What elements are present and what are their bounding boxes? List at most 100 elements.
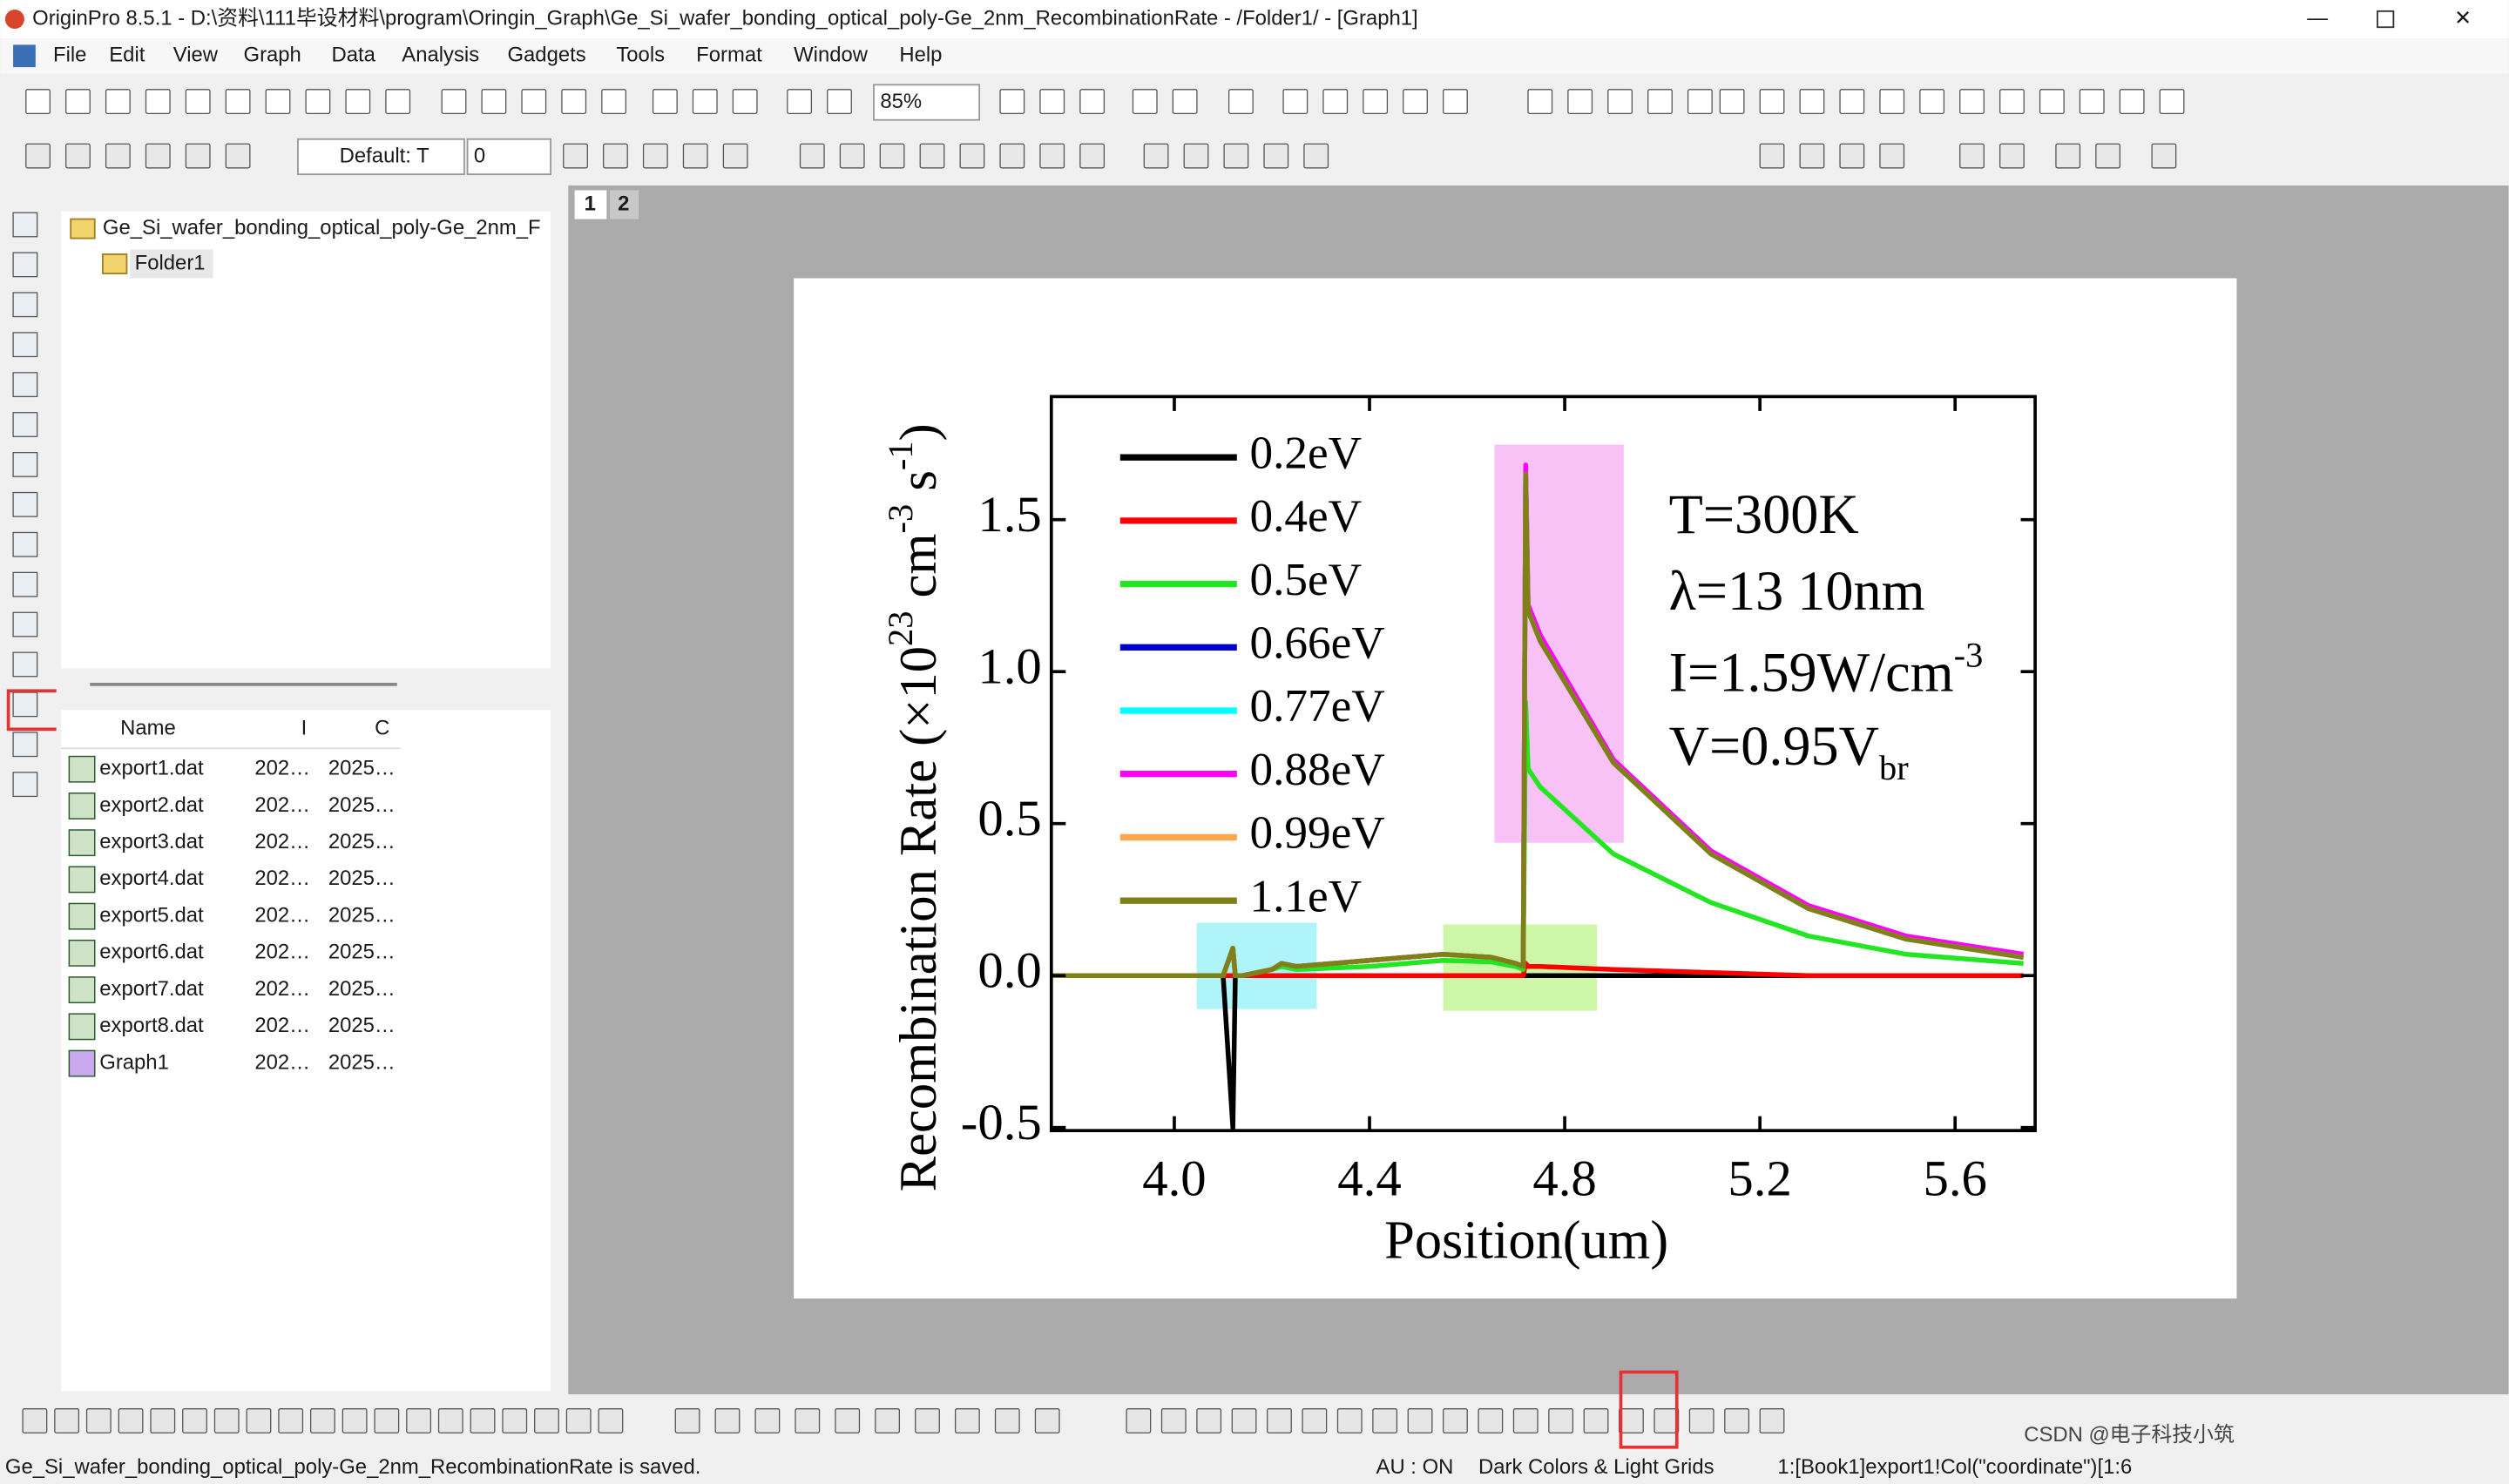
tool-icon[interactable]	[1478, 1408, 1504, 1433]
tool-icon[interactable]	[521, 89, 547, 115]
tool-icon[interactable]	[919, 143, 945, 169]
tool-icon[interactable]	[12, 372, 38, 398]
file-cell[interactable]: export3.dat	[99, 830, 204, 853]
tool-icon[interactable]	[12, 212, 38, 238]
file-cell[interactable]: export2.dat	[99, 793, 204, 817]
tool-icon[interactable]	[1336, 1408, 1363, 1433]
tool-icon[interactable]	[714, 1408, 741, 1433]
tool-icon[interactable]	[12, 452, 38, 477]
column-header[interactable]: Name	[120, 717, 176, 740]
tool-icon[interactable]	[22, 1408, 48, 1433]
tool-icon[interactable]	[1512, 1408, 1539, 1433]
font-size-box[interactable]	[466, 138, 551, 176]
menu-item[interactable]: Format	[696, 44, 762, 67]
tool-icon[interactable]	[1160, 1408, 1187, 1433]
tool-icon[interactable]	[25, 89, 51, 115]
tool-icon[interactable]	[145, 143, 171, 169]
tool-icon[interactable]	[1263, 143, 1289, 169]
tool-icon[interactable]	[150, 1408, 176, 1433]
tool-icon[interactable]	[85, 1408, 112, 1433]
tool-icon[interactable]	[12, 691, 38, 718]
tool-icon[interactable]	[1407, 1408, 1433, 1433]
tool-icon[interactable]	[2151, 143, 2177, 169]
tool-icon[interactable]	[722, 143, 748, 169]
tool-icon[interactable]	[65, 143, 91, 169]
column-header[interactable]: C	[375, 717, 389, 740]
tool-icon[interactable]	[879, 143, 905, 169]
tool-icon[interactable]	[374, 1408, 400, 1433]
tool-icon[interactable]	[1172, 89, 1198, 115]
tool-icon[interactable]	[305, 89, 331, 115]
tab[interactable]	[574, 190, 607, 219]
tool-icon[interactable]	[1079, 89, 1106, 115]
tool-icon[interactable]	[481, 89, 507, 115]
tool-icon[interactable]	[561, 89, 587, 115]
tool-icon[interactable]	[2079, 89, 2105, 115]
tool-icon[interactable]	[1126, 1408, 1152, 1433]
tool-icon[interactable]	[12, 491, 38, 517]
close-button[interactable]: ✕	[2454, 6, 2472, 30]
tool-icon[interactable]	[954, 1408, 980, 1433]
tool-icon[interactable]	[1654, 1408, 1680, 1433]
tool-icon[interactable]	[1079, 143, 1106, 169]
minimize-button[interactable]: —	[2307, 6, 2328, 30]
tool-icon[interactable]	[1619, 1408, 1644, 1433]
tool-icon[interactable]	[1227, 89, 1254, 115]
tool-icon[interactable]	[1607, 89, 1633, 115]
tool-icon[interactable]	[1687, 89, 1713, 115]
tool-icon[interactable]	[65, 89, 91, 115]
tool-icon[interactable]	[1839, 143, 1865, 169]
tool-icon[interactable]	[1919, 89, 1945, 115]
menu-item[interactable]: Window	[794, 44, 869, 67]
tool-icon[interactable]	[563, 143, 588, 169]
tool-icon[interactable]	[1372, 1408, 1398, 1433]
project-name[interactable]: Ge_Si_wafer_bonding_optical_poly-Ge_2nm_…	[103, 216, 541, 239]
tool-icon[interactable]	[185, 143, 211, 169]
tool-icon[interactable]	[345, 89, 371, 115]
tool-icon[interactable]	[342, 1408, 368, 1433]
tool-icon[interactable]	[652, 89, 678, 115]
tool-icon[interactable]	[12, 651, 38, 678]
tool-icon[interactable]	[999, 143, 1025, 169]
tool-icon[interactable]	[795, 1408, 821, 1433]
font-box[interactable]	[297, 138, 465, 176]
tool-icon[interactable]	[1548, 1408, 1574, 1433]
tool-icon[interactable]	[1724, 1408, 1750, 1433]
file-cell[interactable]: export5.dat	[99, 903, 204, 927]
tool-icon[interactable]	[1567, 89, 1593, 115]
tool-icon[interactable]	[441, 89, 467, 115]
column-header[interactable]: I	[301, 717, 308, 740]
tool-icon[interactable]	[225, 89, 251, 115]
tool-icon[interactable]	[827, 89, 852, 115]
tool-icon[interactable]	[1759, 143, 1785, 169]
tool-icon[interactable]	[213, 1408, 240, 1433]
tool-icon[interactable]	[12, 252, 38, 278]
tool-icon[interactable]	[1959, 143, 1985, 169]
tool-icon[interactable]	[12, 332, 38, 358]
menu-item[interactable]: Data	[332, 44, 376, 67]
tool-icon[interactable]	[1719, 89, 1745, 115]
tool-icon[interactable]	[1183, 143, 1209, 169]
tool-icon[interactable]	[598, 1408, 624, 1433]
tool-icon[interactable]	[1443, 1408, 1468, 1433]
tool-icon[interactable]	[754, 1408, 781, 1433]
tool-icon[interactable]	[118, 1408, 144, 1433]
tool-icon[interactable]	[12, 292, 38, 318]
tool-icon[interactable]	[225, 143, 251, 169]
tool-icon[interactable]	[1647, 89, 1673, 115]
tool-icon[interactable]	[12, 611, 38, 637]
menu-item[interactable]: Help	[899, 44, 942, 67]
tool-icon[interactable]	[787, 89, 813, 115]
tool-icon[interactable]	[1799, 143, 1825, 169]
tool-icon[interactable]	[1527, 89, 1553, 115]
tool-icon[interactable]	[2095, 143, 2121, 169]
tool-icon[interactable]	[2159, 89, 2185, 115]
tool-icon[interactable]	[534, 1408, 559, 1433]
tool-icon[interactable]	[437, 1408, 463, 1433]
tool-icon[interactable]	[54, 1408, 80, 1433]
tool-icon[interactable]	[25, 143, 51, 169]
tool-icon[interactable]	[1322, 89, 1349, 115]
folder-name[interactable]: Folder1	[135, 251, 206, 274]
menu-item[interactable]: Edit	[109, 44, 145, 67]
tool-icon[interactable]	[1759, 89, 1785, 115]
